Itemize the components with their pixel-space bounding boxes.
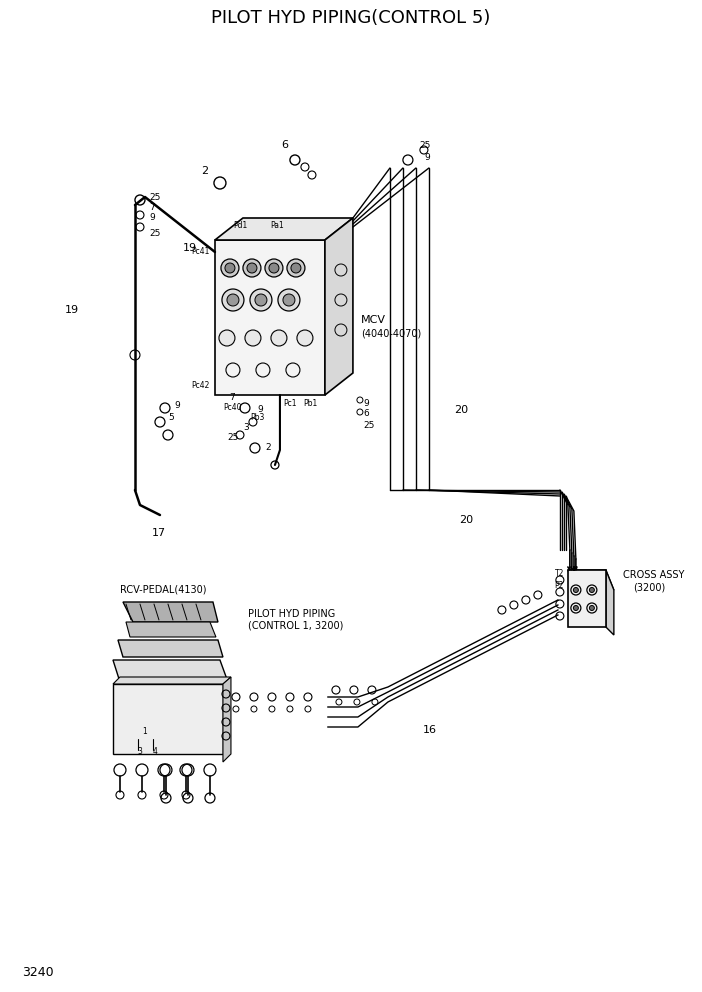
Bar bbox=[568, 570, 606, 627]
Text: Pc1: Pc1 bbox=[283, 399, 296, 408]
Polygon shape bbox=[223, 677, 231, 762]
Text: 9: 9 bbox=[363, 399, 369, 408]
Circle shape bbox=[590, 587, 595, 592]
Text: 17: 17 bbox=[152, 528, 166, 538]
Text: 7: 7 bbox=[229, 393, 235, 402]
Circle shape bbox=[297, 330, 313, 346]
Text: 9: 9 bbox=[174, 401, 180, 410]
Text: 20: 20 bbox=[459, 515, 473, 525]
Text: 19: 19 bbox=[183, 243, 197, 253]
Text: (CONTROL 1, 3200): (CONTROL 1, 3200) bbox=[248, 620, 343, 630]
Circle shape bbox=[574, 605, 578, 610]
Text: 16: 16 bbox=[423, 725, 437, 735]
Text: CROSS ASSY: CROSS ASSY bbox=[623, 570, 684, 580]
Text: 7: 7 bbox=[149, 202, 154, 211]
Text: T2: T2 bbox=[555, 568, 564, 577]
Circle shape bbox=[287, 259, 305, 277]
Text: (3200): (3200) bbox=[633, 583, 665, 593]
Circle shape bbox=[590, 605, 595, 610]
Text: 5: 5 bbox=[168, 414, 173, 423]
Text: P2: P2 bbox=[555, 580, 564, 589]
Text: 4: 4 bbox=[152, 748, 157, 757]
Polygon shape bbox=[568, 570, 614, 590]
Circle shape bbox=[271, 330, 287, 346]
Text: 6: 6 bbox=[282, 140, 289, 150]
Text: 19: 19 bbox=[65, 305, 79, 315]
Polygon shape bbox=[215, 240, 325, 395]
Circle shape bbox=[243, 259, 261, 277]
Text: 25: 25 bbox=[227, 434, 238, 442]
Polygon shape bbox=[215, 218, 353, 240]
Polygon shape bbox=[606, 570, 614, 635]
Text: Pc42: Pc42 bbox=[192, 381, 210, 390]
Circle shape bbox=[278, 289, 300, 311]
Text: PILOT HYD PIPING(CONTROL 5): PILOT HYD PIPING(CONTROL 5) bbox=[211, 9, 491, 27]
Text: RCV-PEDAL(4130): RCV-PEDAL(4130) bbox=[120, 584, 206, 594]
Text: Pd1: Pd1 bbox=[233, 221, 247, 230]
Text: 9: 9 bbox=[257, 406, 263, 415]
Circle shape bbox=[247, 263, 257, 273]
Text: 25: 25 bbox=[363, 422, 374, 431]
Text: Pb3: Pb3 bbox=[250, 413, 265, 422]
Circle shape bbox=[222, 289, 244, 311]
Text: Pc41: Pc41 bbox=[192, 247, 210, 257]
Polygon shape bbox=[118, 640, 223, 657]
Polygon shape bbox=[113, 660, 228, 682]
Text: (4040-4070): (4040-4070) bbox=[361, 328, 421, 338]
Circle shape bbox=[219, 330, 235, 346]
Text: 20: 20 bbox=[454, 405, 468, 415]
Text: 3: 3 bbox=[138, 748, 143, 757]
Circle shape bbox=[225, 263, 235, 273]
Text: 3240: 3240 bbox=[22, 965, 53, 978]
Polygon shape bbox=[123, 602, 218, 622]
Text: 1: 1 bbox=[143, 727, 147, 736]
Text: 2: 2 bbox=[201, 166, 208, 176]
Polygon shape bbox=[325, 218, 353, 395]
Circle shape bbox=[245, 330, 261, 346]
Text: Pa1: Pa1 bbox=[270, 221, 284, 230]
Circle shape bbox=[269, 263, 279, 273]
Text: 6: 6 bbox=[363, 410, 369, 419]
Polygon shape bbox=[113, 677, 231, 684]
Text: Pc40: Pc40 bbox=[223, 403, 241, 412]
Text: 25: 25 bbox=[149, 192, 160, 201]
Text: 25: 25 bbox=[419, 142, 430, 151]
Circle shape bbox=[283, 294, 295, 306]
Circle shape bbox=[574, 587, 578, 592]
Text: 2: 2 bbox=[265, 443, 270, 452]
Text: 9: 9 bbox=[149, 213, 154, 222]
Text: 9: 9 bbox=[424, 154, 430, 163]
Text: MCV: MCV bbox=[361, 315, 386, 325]
Circle shape bbox=[255, 294, 267, 306]
Text: Pb1: Pb1 bbox=[303, 399, 317, 408]
Circle shape bbox=[227, 294, 239, 306]
Circle shape bbox=[291, 263, 301, 273]
Bar bbox=[113, 684, 223, 754]
Text: PILOT HYD PIPING: PILOT HYD PIPING bbox=[248, 609, 335, 619]
Circle shape bbox=[221, 259, 239, 277]
Circle shape bbox=[265, 259, 283, 277]
Text: 3: 3 bbox=[243, 424, 249, 433]
Circle shape bbox=[250, 289, 272, 311]
Text: 25: 25 bbox=[149, 228, 160, 237]
Polygon shape bbox=[126, 622, 216, 637]
